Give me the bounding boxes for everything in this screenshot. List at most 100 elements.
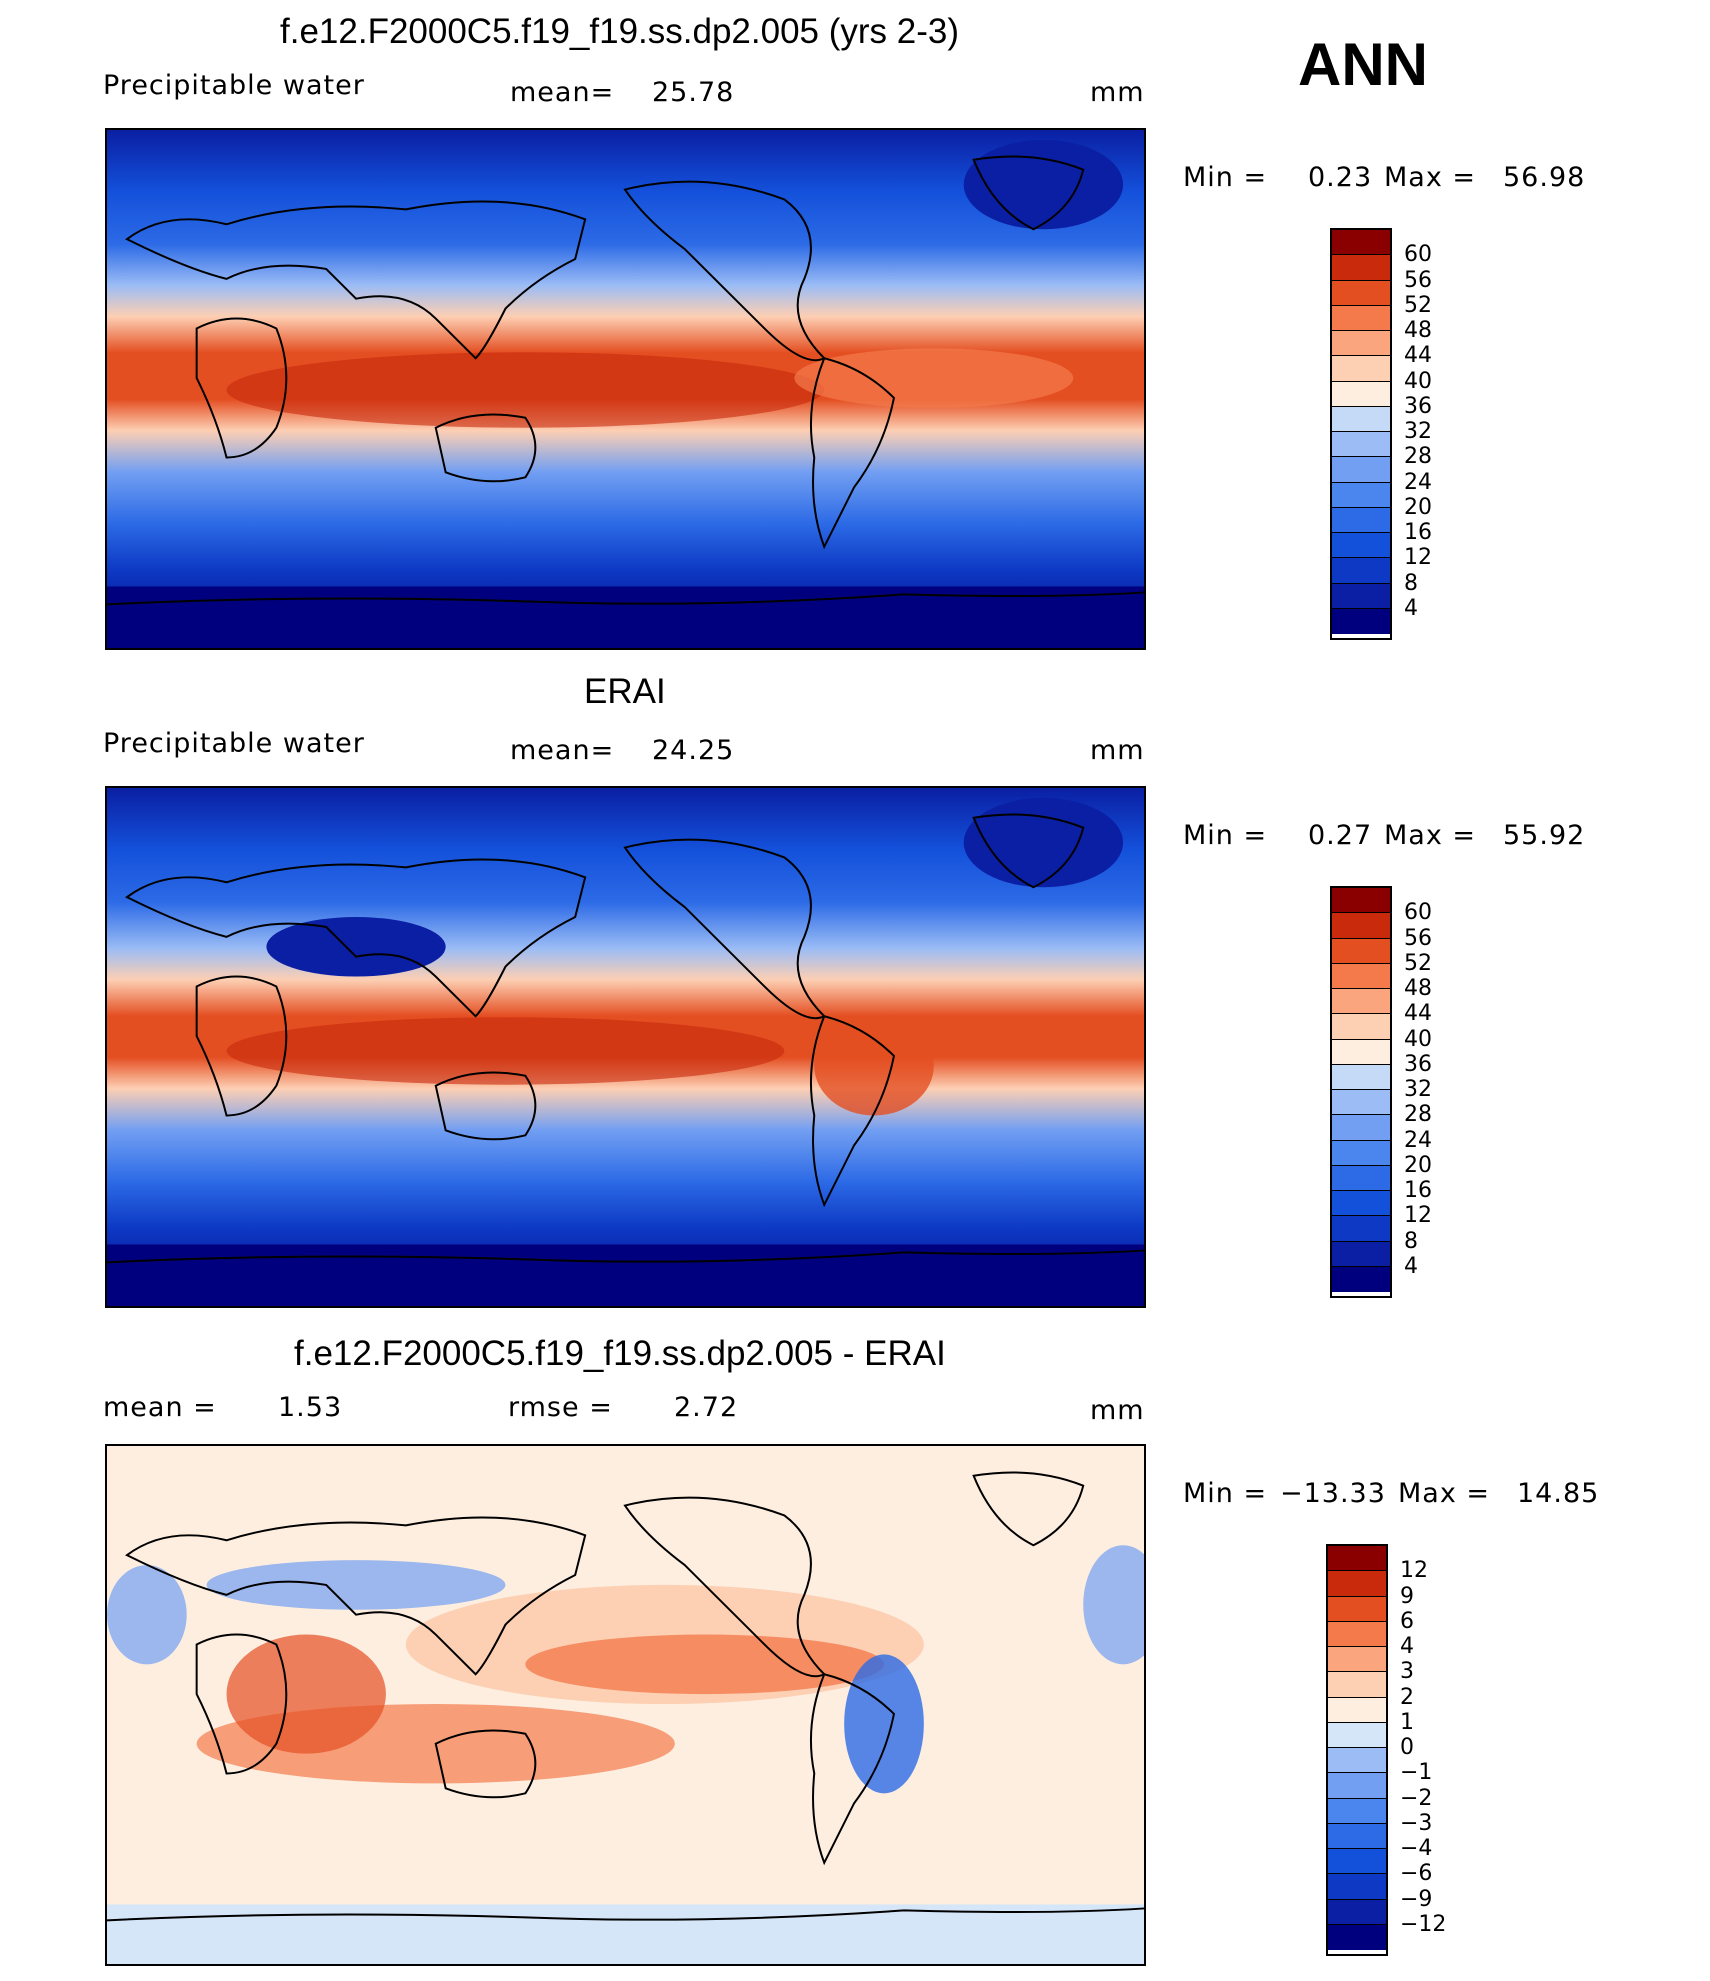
panel1-min-label: Min = xyxy=(1183,162,1268,193)
panel1-mean-label: mean= xyxy=(510,77,615,108)
colorbar-segment xyxy=(1332,533,1390,559)
colorbar-segment xyxy=(1328,1546,1386,1572)
colorbar-segment xyxy=(1332,1090,1390,1116)
colorbar-segment xyxy=(1332,406,1390,432)
colorbar-tick-label: 24 xyxy=(1404,469,1432,495)
colorbar-tick-label: 12 xyxy=(1404,1203,1432,1229)
colorbar-tick-label: 8 xyxy=(1404,570,1418,596)
colorbar-tick-label: −2 xyxy=(1400,1785,1433,1811)
panel2-mean-value: 24.25 xyxy=(652,735,735,766)
panel1-units: mm xyxy=(1090,77,1145,108)
colorbar-tick-label: 9 xyxy=(1400,1583,1414,1609)
colorbar-segment xyxy=(1328,1596,1386,1622)
colorbar-tick-label: 48 xyxy=(1404,318,1432,343)
colorbar-segment xyxy=(1332,331,1390,357)
colorbar-tick-label: 44 xyxy=(1404,1001,1432,1027)
colorbar-segment xyxy=(1332,457,1390,483)
panel2-variable: Precipitable water xyxy=(103,728,365,759)
colorbar-segment xyxy=(1328,1647,1386,1673)
colorbar-tick-label: 20 xyxy=(1404,494,1432,520)
colorbar-segment xyxy=(1332,280,1390,306)
colorbar-tick-label: 0 xyxy=(1400,1735,1414,1760)
colorbar-segment xyxy=(1332,1039,1390,1065)
panel2-units: mm xyxy=(1090,735,1145,766)
colorbar-tick-label: 28 xyxy=(1404,1102,1432,1128)
colorbar-segment xyxy=(1328,1621,1386,1647)
panel1-colorbar xyxy=(1330,228,1392,640)
colorbar-segment xyxy=(1328,1773,1386,1799)
panel2-min-value: 0.27 xyxy=(1308,820,1373,851)
colorbar-segment xyxy=(1332,1014,1390,1040)
colorbar-tick-label: 16 xyxy=(1404,1178,1432,1203)
colorbar-tick-label: 3 xyxy=(1400,1659,1414,1685)
colorbar-segment xyxy=(1328,1748,1386,1774)
panel3-max-label: Max = xyxy=(1398,1478,1491,1509)
season-label: ANN xyxy=(1298,31,1428,98)
panel3-mean-label: mean = xyxy=(103,1392,217,1423)
panel2-min-label: Min = xyxy=(1183,820,1268,851)
panel2-map xyxy=(105,786,1146,1308)
panel3-title: f.e12.F2000C5.f19_f19.ss.dp2.005 - ERAI xyxy=(294,1334,946,1373)
colorbar-segment xyxy=(1328,1823,1386,1849)
colorbar-tick-label: 60 xyxy=(1404,242,1432,268)
colorbar-segment xyxy=(1332,1241,1390,1267)
colorbar-segment xyxy=(1332,230,1390,256)
colorbar-segment xyxy=(1332,255,1390,281)
colorbar-segment xyxy=(1332,938,1390,964)
panel2-map-svg xyxy=(107,788,1144,1306)
colorbar-tick-label: 52 xyxy=(1404,292,1432,318)
colorbar-segment xyxy=(1332,1140,1390,1166)
colorbar-tick-label: 44 xyxy=(1404,343,1432,369)
colorbar-segment xyxy=(1332,1115,1390,1141)
colorbar-segment xyxy=(1328,1849,1386,1875)
colorbar-segment xyxy=(1332,1191,1390,1217)
colorbar-segment xyxy=(1328,1672,1386,1698)
colorbar-segment xyxy=(1332,963,1390,989)
colorbar-tick-label: −1 xyxy=(1400,1760,1433,1786)
colorbar-segment xyxy=(1332,583,1390,609)
colorbar-tick-label: 40 xyxy=(1404,368,1432,394)
colorbar-tick-label: 56 xyxy=(1404,267,1432,293)
panel3-map-svg xyxy=(107,1446,1144,1964)
colorbar-segment xyxy=(1332,432,1390,458)
colorbar-tick-label: 32 xyxy=(1404,1077,1432,1102)
colorbar-segment xyxy=(1332,1064,1390,1090)
colorbar-tick-label: 36 xyxy=(1404,393,1432,419)
panel2-max-value: 55.92 xyxy=(1503,820,1586,851)
colorbar-segment xyxy=(1332,989,1390,1015)
colorbar-tick-label: −6 xyxy=(1400,1861,1433,1887)
colorbar-tick-label: 2 xyxy=(1400,1684,1414,1710)
colorbar-segment xyxy=(1332,558,1390,584)
panel1-variable: Precipitable water xyxy=(103,70,365,101)
panel3-units: mm xyxy=(1090,1395,1145,1426)
panel1-max-value: 56.98 xyxy=(1503,162,1586,193)
colorbar-tick-label: 56 xyxy=(1404,925,1432,951)
colorbar-tick-label: 48 xyxy=(1404,976,1432,1001)
colorbar-segment xyxy=(1328,1924,1386,1950)
colorbar-segment xyxy=(1328,1722,1386,1748)
panel3-colorbar xyxy=(1326,1544,1388,1956)
colorbar-segment xyxy=(1332,356,1390,382)
colorbar-segment xyxy=(1328,1874,1386,1900)
colorbar-tick-label: 12 xyxy=(1400,1558,1428,1584)
colorbar-tick-label: 24 xyxy=(1404,1127,1432,1153)
panel1-map xyxy=(105,128,1146,650)
colorbar-segment xyxy=(1332,608,1390,634)
colorbar-segment xyxy=(1332,1165,1390,1191)
colorbar-segment xyxy=(1332,888,1390,914)
colorbar-segment xyxy=(1332,507,1390,533)
colorbar-segment xyxy=(1328,1697,1386,1723)
colorbar-tick-label: −4 xyxy=(1400,1836,1433,1861)
panel3-min-label: Min = xyxy=(1183,1478,1268,1509)
panel2-colorbar xyxy=(1330,886,1392,1298)
panel1-mean-value: 25.78 xyxy=(652,77,735,108)
colorbar-tick-label: 4 xyxy=(1404,1253,1418,1279)
colorbar-tick-label: 20 xyxy=(1404,1152,1432,1178)
colorbar-tick-label: 4 xyxy=(1400,1634,1414,1659)
colorbar-tick-label: 16 xyxy=(1404,520,1432,545)
colorbar-tick-label: 52 xyxy=(1404,950,1432,976)
colorbar-tick-label: 12 xyxy=(1404,545,1432,571)
colorbar-segment xyxy=(1328,1798,1386,1824)
panel3-min-value: −13.33 xyxy=(1280,1478,1386,1509)
colorbar-segment xyxy=(1332,305,1390,331)
